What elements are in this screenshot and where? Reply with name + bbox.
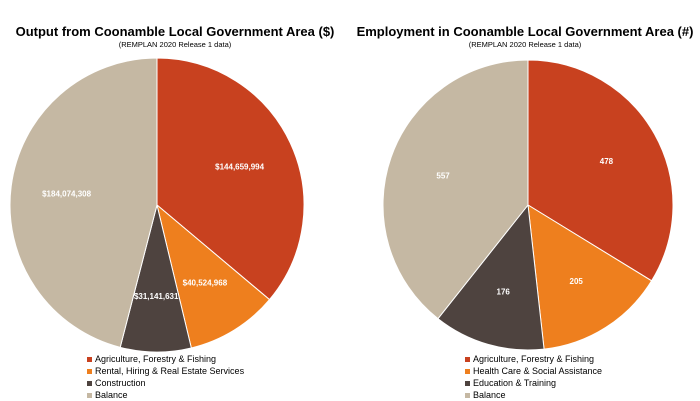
data-label-agriculture-forestry-fishing: $144,659,994 <box>215 163 264 172</box>
employment-chart-panel: Employment in Coonamble Local Government… <box>350 0 700 401</box>
legend-swatch <box>87 356 92 362</box>
legend-swatch <box>465 368 470 374</box>
legend-swatch <box>465 380 470 386</box>
data-label-rental-hiring-real-estate-services: $40,524,968 <box>183 279 228 288</box>
legend-swatch <box>87 380 92 386</box>
legend-swatch <box>465 356 470 362</box>
pie-slice-balance <box>382 59 529 320</box>
pie-slice-agriculture-forestry-fishing <box>527 59 674 282</box>
pie-slice-health-care-social-assistance <box>527 204 653 350</box>
pie-slice-rental-hiring-real-estate-services <box>156 203 271 349</box>
data-label-agriculture-forestry-fishing: 478 <box>600 157 614 166</box>
legend-label: Construction <box>95 378 146 388</box>
legend-item-agriculture-forestry-fishing: Agriculture, Forestry & Fishing <box>465 353 602 365</box>
data-label-balance: 557 <box>436 171 450 180</box>
chart-subtitle: (REMPLAN 2020 Release 1 data) <box>118 40 232 49</box>
chart-subtitle: (REMPLAN 2020 Release 1 data) <box>468 40 582 49</box>
pie-slice-agriculture-forestry-fishing <box>156 57 305 301</box>
legend-item-health-care-social-assistance: Health Care & Social Assistance <box>465 365 602 377</box>
legend-item-construction: Construction <box>87 377 244 389</box>
legend-label: Health Care & Social Assistance <box>473 366 603 376</box>
chart-title: Employment in Coonamble Local Government… <box>356 24 694 39</box>
data-label-education-training: 176 <box>497 287 511 296</box>
pie-slice-education-training <box>437 203 545 351</box>
pie-slice-balance <box>9 57 158 348</box>
legend-item-agriculture-forestry-fishing: Agriculture, Forestry & Fishing <box>87 353 244 365</box>
legend-label: Balance <box>95 390 128 400</box>
legend-swatch <box>465 392 470 398</box>
legend-label: Balance <box>473 390 506 400</box>
legend-label: Agriculture, Forestry & Fishing <box>95 354 217 364</box>
data-label-balance: $184,074,308 <box>42 189 91 198</box>
chart-title: Output from Coonamble Local Government A… <box>15 24 335 39</box>
chart-legend: Agriculture, Forestry & Fishing Health Ca… <box>465 353 602 401</box>
legend-item-balance: Balance <box>87 389 244 401</box>
legend-label: Agriculture, Forestry & Fishing <box>473 354 595 364</box>
legend-swatch <box>87 392 92 398</box>
chart-legend: Agriculture, Forestry & Fishing Rental, H… <box>87 353 244 401</box>
legend-item-rental-hiring-real-estate-services: Rental, Hiring & Real Estate Services <box>87 365 244 377</box>
output-chart-panel: Output from Coonamble Local Government A… <box>9 24 335 401</box>
output-pie-chart: $144,659,994 $40,524,968 $31,141,631 $184,0… <box>9 57 305 353</box>
legend-label: Education & Training <box>473 378 557 388</box>
legend-item-education-training: Education & Training <box>465 377 602 389</box>
data-label-health-care-social-assistance: 205 <box>570 277 584 286</box>
legend-swatch <box>87 368 92 374</box>
employment-pie-chart: 478 205 176 557 <box>382 59 674 351</box>
legend-label: Rental, Hiring & Real Estate Services <box>95 366 245 376</box>
legend-item-balance: Balance <box>465 389 602 401</box>
data-label-construction: $31,141,631 <box>134 292 179 301</box>
